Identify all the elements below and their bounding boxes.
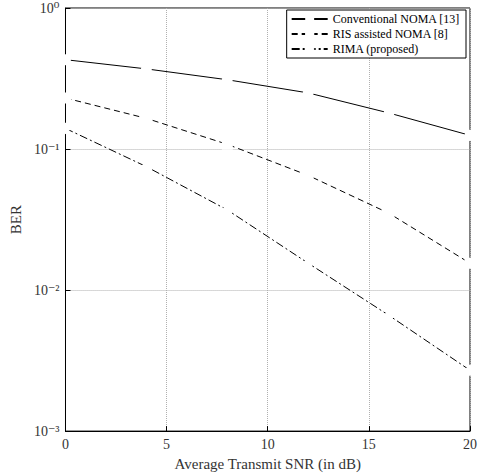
svg-text:10: 10 bbox=[261, 437, 275, 452]
svg-text:RIMA (proposed): RIMA (proposed) bbox=[333, 42, 419, 56]
svg-text:Average Transmit SNR (in dB): Average Transmit SNR (in dB) bbox=[175, 456, 361, 473]
svg-text:20: 20 bbox=[463, 437, 477, 452]
svg-text:Conventional NOMA [13]: Conventional NOMA [13] bbox=[333, 12, 460, 26]
svg-text:RIS assisted NOMA [8]: RIS assisted NOMA [8] bbox=[333, 27, 448, 41]
svg-text:BER: BER bbox=[8, 205, 24, 234]
svg-text:0: 0 bbox=[62, 437, 69, 452]
svg-text:5: 5 bbox=[163, 437, 170, 452]
svg-text:15: 15 bbox=[362, 437, 376, 452]
svg-text:10⁻³: 10⁻³ bbox=[34, 424, 60, 439]
svg-text:10⁻¹: 10⁻¹ bbox=[34, 142, 60, 157]
svg-text:10⁰: 10⁰ bbox=[40, 1, 60, 16]
svg-text:10⁻²: 10⁻² bbox=[34, 283, 60, 298]
